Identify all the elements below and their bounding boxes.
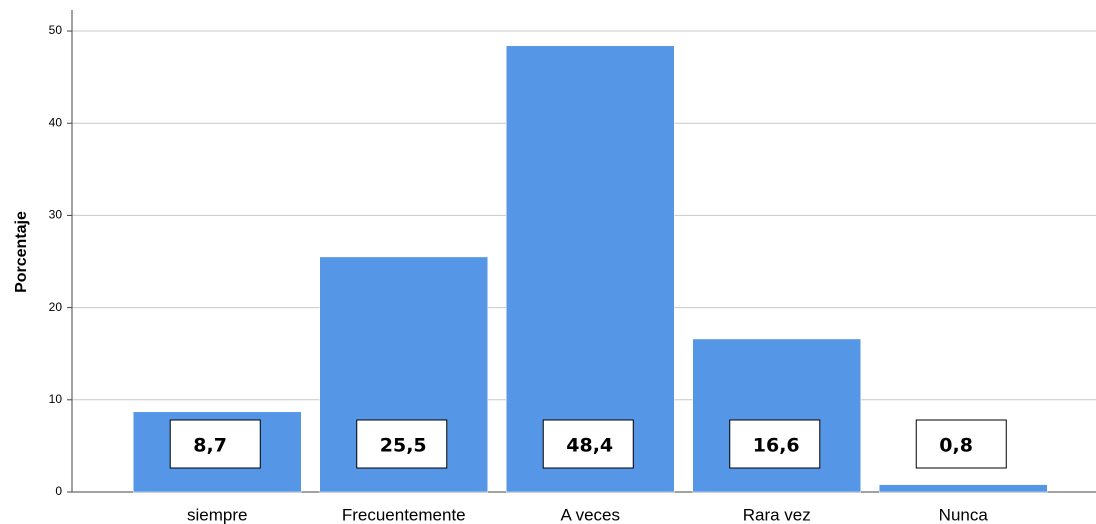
value-label-box	[729, 419, 821, 469]
x-tick-label: A veces	[560, 505, 620, 524]
y-tick-label: 40	[49, 115, 63, 129]
y-tick-label: 20	[49, 300, 63, 314]
value-label: 16,6	[753, 435, 800, 457]
value-label: 25,5	[380, 435, 427, 457]
y-tick-label: 30	[49, 208, 63, 222]
value-label: 48,4	[566, 435, 613, 457]
bar	[879, 484, 1048, 493]
x-tick-label: siempre	[187, 505, 247, 524]
value-label-box	[542, 419, 634, 469]
x-tick-label: Nunca	[939, 505, 989, 524]
y-tick-label: 10	[49, 392, 63, 406]
y-axis-title: Porcentaje	[13, 211, 30, 293]
x-tick-label: Rara vez	[743, 505, 811, 524]
y-tick-label: 50	[49, 23, 63, 37]
value-label: 8,7	[193, 435, 227, 457]
y-tick-label: 0	[55, 484, 62, 498]
value-label-box	[915, 419, 1007, 469]
value-label-box	[356, 419, 448, 469]
x-tick-label: Frecuentemente	[342, 505, 466, 524]
bar	[692, 338, 861, 493]
value-label-box	[169, 419, 261, 469]
value-label: 0,8	[939, 435, 973, 457]
bar	[506, 45, 675, 493]
